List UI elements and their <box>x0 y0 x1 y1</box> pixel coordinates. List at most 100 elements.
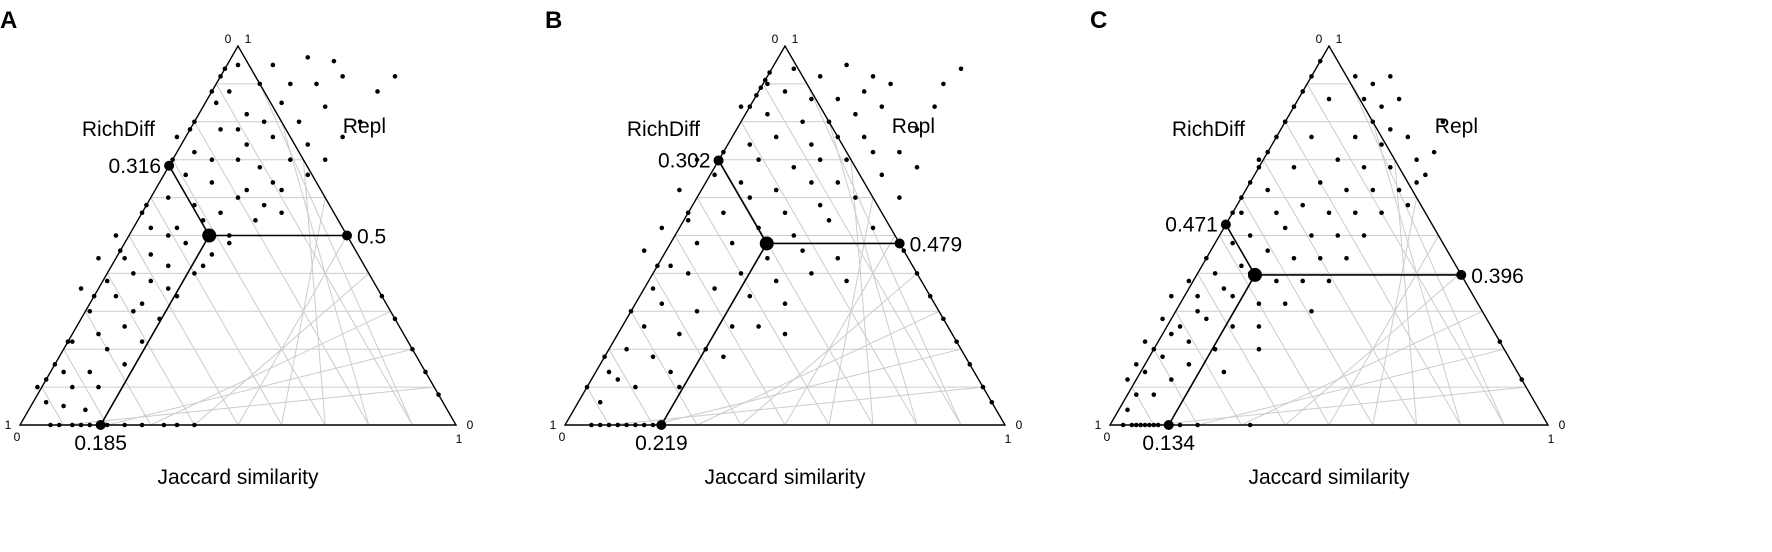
data-point <box>826 218 832 223</box>
data-point <box>1212 271 1218 276</box>
data-point <box>148 278 154 284</box>
similarity-marker <box>656 420 667 430</box>
data-point <box>61 369 66 375</box>
data-point <box>932 104 937 109</box>
data-point <box>1177 422 1183 428</box>
data-point <box>200 263 206 269</box>
data-point <box>192 149 197 155</box>
data-point <box>870 74 876 79</box>
data-point <box>861 89 867 94</box>
ternary-panel-c: 0.471 0.396 0.134 RichDiff Repl Jaccard simil… <box>1090 7 1566 489</box>
repl-marker <box>1456 269 1467 280</box>
data-point <box>1195 422 1200 428</box>
data-point <box>1160 316 1165 322</box>
corner-tick: 0 <box>14 430 21 444</box>
data-point <box>288 81 293 87</box>
data-point <box>209 180 215 185</box>
data-point <box>606 422 612 428</box>
data-point <box>888 81 893 87</box>
data-point <box>1388 164 1393 170</box>
similarity-guide <box>1167 274 1256 426</box>
data-point <box>817 157 823 162</box>
data-point <box>1142 422 1148 428</box>
data-point <box>1396 96 1402 102</box>
richdiff-axis-label: RichDiff <box>627 118 700 141</box>
corner-tick: 1 <box>456 432 463 446</box>
data-point <box>1230 324 1235 329</box>
data-point <box>1370 187 1376 193</box>
data-point <box>218 74 223 79</box>
data-point <box>270 62 276 68</box>
data-point <box>1195 309 1200 314</box>
data-point <box>1256 324 1262 329</box>
data-point <box>650 422 656 428</box>
data-point <box>1155 422 1161 428</box>
data-point <box>615 377 621 382</box>
data-point <box>253 218 258 223</box>
data-point <box>261 119 267 125</box>
corner-tick: 1 <box>5 418 12 432</box>
data-point <box>1142 339 1148 344</box>
data-point <box>659 225 665 231</box>
data-point <box>941 81 946 87</box>
data-point <box>901 248 907 253</box>
data-point <box>1379 210 1384 216</box>
data-point <box>659 301 665 307</box>
data-point <box>826 119 832 125</box>
data-point <box>1133 422 1139 428</box>
repl-value-label: 0.396 <box>1471 265 1524 288</box>
data-point <box>70 422 75 428</box>
data-point <box>782 89 788 94</box>
data-point <box>1361 96 1367 102</box>
similarity-value-label: 0.134 <box>1142 432 1195 455</box>
centroid-guides <box>95 160 352 430</box>
data-point <box>1256 346 1262 352</box>
data-point <box>1125 407 1130 413</box>
corner-tick: 1 <box>1095 418 1102 432</box>
richdiff-marker <box>164 160 175 171</box>
data-point <box>235 127 241 132</box>
data-point <box>65 339 71 344</box>
data-point <box>1247 422 1253 428</box>
data-point <box>235 195 241 200</box>
data-point <box>70 339 75 344</box>
data-point <box>606 369 612 375</box>
panel-letter: A <box>0 7 17 34</box>
similarity-marker <box>95 420 106 430</box>
data-point <box>712 286 717 291</box>
data-point <box>83 407 88 413</box>
data-point <box>1423 172 1428 178</box>
data-point <box>43 377 49 382</box>
data-point <box>1344 187 1349 193</box>
data-point <box>954 339 959 344</box>
data-point <box>1256 164 1262 170</box>
data-point <box>721 354 726 360</box>
data-point <box>800 248 805 253</box>
data-point <box>165 263 171 269</box>
similarity-value-label: 0.219 <box>635 432 688 455</box>
data-point <box>853 195 858 200</box>
data-point <box>305 55 311 60</box>
corner-tick: 0 <box>1016 418 1023 432</box>
corner-tick: 1 <box>1548 432 1555 446</box>
panel-letter: B <box>545 7 562 34</box>
richdiff-guide <box>1225 224 1256 276</box>
data-point <box>817 74 823 79</box>
data-point <box>122 362 127 367</box>
data-point <box>1326 96 1332 102</box>
data-point <box>958 66 964 72</box>
data-point <box>1177 324 1183 329</box>
data-point <box>1247 180 1253 185</box>
x-axis-label: Jaccard similarity <box>1248 466 1410 489</box>
richdiff-value-label: 0.471 <box>1165 214 1218 237</box>
data-point <box>170 157 175 162</box>
similarity-value-label: 0.185 <box>74 432 127 455</box>
data-point <box>148 225 154 231</box>
data-point <box>165 286 171 291</box>
data-point <box>1265 187 1270 193</box>
data-point <box>809 96 814 102</box>
data-point <box>641 248 647 253</box>
data-point <box>1414 180 1419 185</box>
data-point <box>633 384 638 390</box>
